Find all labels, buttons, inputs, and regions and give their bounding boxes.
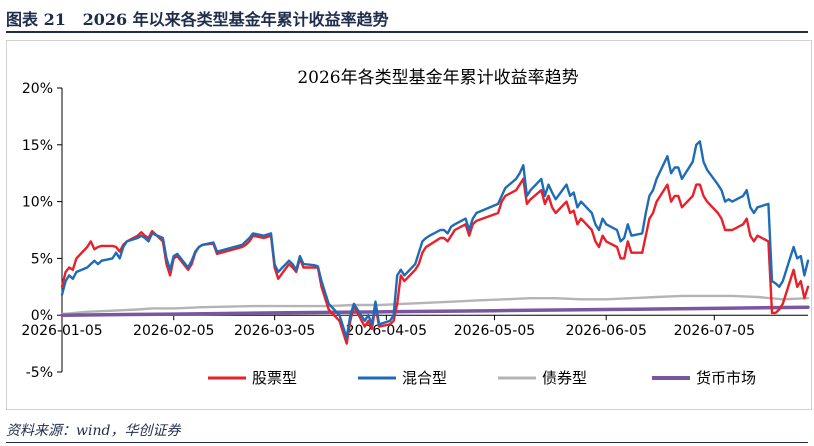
legend-label-bond: 债券型: [542, 369, 587, 387]
figure-header: 图表 21 2026 年以来各类型基金年累计收益率趋势: [6, 0, 808, 33]
line-chart: 2026年各类型基金年累计收益率趋势 -5% 0% 5% 10% 15% 20% 2026-0…: [21, 68, 810, 387]
header-rule: [6, 31, 808, 33]
figure-caption: 图表 21 2026 年以来各类型基金年累计收益率趋势: [6, 6, 389, 30]
legend-label-money: 货币市场: [696, 369, 756, 387]
footer-rule: [6, 442, 808, 443]
x-tick-label: 2026-05-05: [454, 323, 535, 339]
x-tick-label: 2026-03-05: [234, 323, 315, 339]
legend-label-stock: 股票型: [252, 369, 297, 387]
source-note: 资料来源：wind，华创证券: [6, 423, 181, 439]
figure-title: 2026 年以来各类型基金年累计收益率趋势: [82, 10, 389, 29]
x-tick-label: 2026-01-05: [21, 323, 102, 339]
series-line-hybrid: [60, 140, 810, 340]
x-tick-label: 2026-02-05: [133, 323, 214, 339]
series-line-money: [60, 305, 810, 317]
y-tick-label: -5%: [26, 365, 53, 381]
figure-label: 图表 21: [6, 10, 66, 29]
y-tick-label: 15%: [22, 138, 53, 154]
x-tick-label: 2026-04-05: [346, 323, 427, 339]
series-line-stock: [60, 177, 810, 345]
y-tick-label: 10%: [22, 195, 53, 211]
x-tick-label: 2026-07-05: [674, 323, 755, 339]
x-tick-label: 2026-06-05: [565, 323, 646, 339]
y-tick-label: 20%: [22, 81, 53, 97]
y-tick-label: 5%: [31, 251, 53, 267]
y-tick-label: 0%: [31, 308, 53, 324]
chart-title: 2026年各类型基金年累计收益率趋势: [297, 68, 578, 88]
legend-label-hybrid: 混合型: [402, 369, 447, 387]
series-line-bond: [60, 294, 810, 316]
chart-frame: [6, 40, 812, 410]
